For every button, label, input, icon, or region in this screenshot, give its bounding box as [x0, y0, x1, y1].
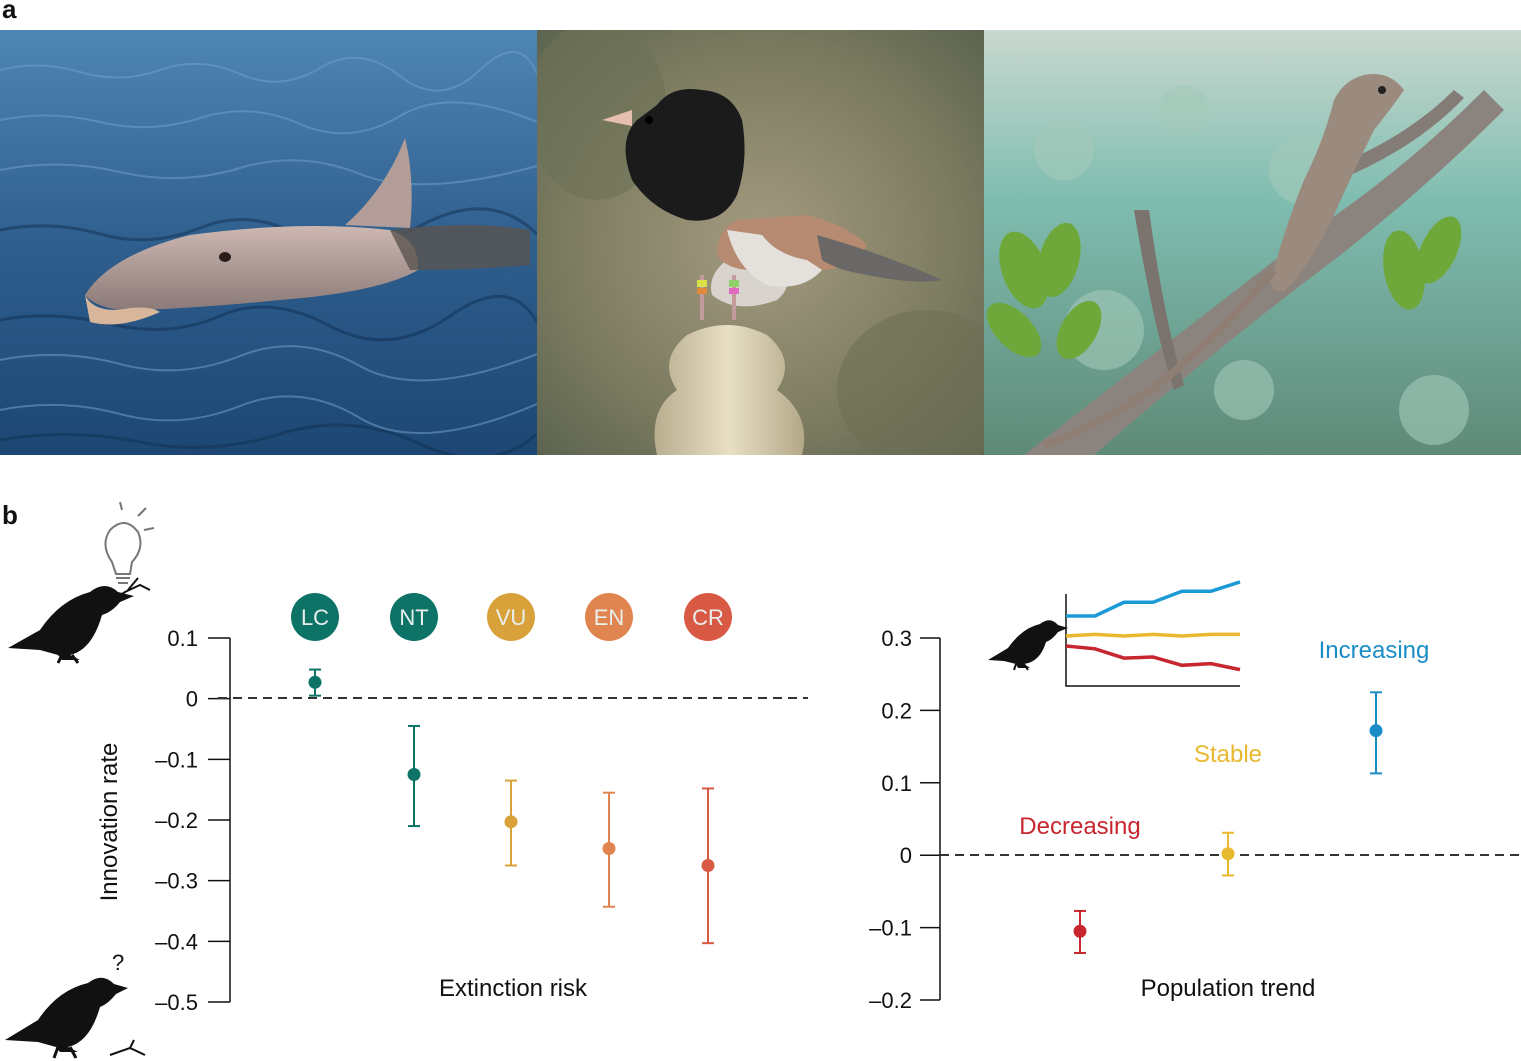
series-label-decreasing: Decreasing	[1019, 813, 1140, 840]
right-y-tick-label: 0	[900, 843, 912, 868]
inset-axes	[1065, 594, 1240, 687]
point-marker	[602, 842, 616, 856]
point-marker	[1073, 924, 1087, 938]
point-marker	[1369, 724, 1383, 738]
badge-circle	[684, 593, 732, 641]
left-y-tick-label: –0.4	[155, 929, 198, 954]
badge-circle	[585, 593, 633, 641]
left-y-tick-label: 0.1	[167, 626, 198, 651]
point-cr	[701, 787, 715, 945]
point-marker	[504, 815, 518, 829]
point-vu	[504, 779, 518, 867]
badge-lc: LC	[291, 593, 339, 641]
point-marker	[308, 675, 322, 689]
question-mark-text: ?	[112, 950, 124, 975]
population-trend-inset	[1065, 580, 1241, 687]
inset-trend-line	[1065, 644, 1241, 672]
point-marker	[701, 859, 715, 872]
right-y-tick-label: 0.3	[881, 626, 912, 651]
lightbulb-icon	[104, 501, 155, 584]
bird-question-icon: ?	[5, 950, 146, 1059]
badge-vu: VU	[487, 593, 535, 641]
right-y-tick-label: 0.1	[881, 771, 912, 796]
series-label-increasing: Increasing	[1319, 637, 1430, 664]
badge-label: LC	[301, 605, 329, 630]
badge-en: EN	[585, 593, 633, 641]
left-y-tick-label: –0.1	[155, 747, 198, 772]
point-marker	[407, 768, 421, 781]
left-y-tick-label: –0.2	[155, 808, 198, 833]
point-stable: Stable	[1194, 741, 1262, 877]
panel-label-b: b	[2, 500, 18, 530]
left-y-tick-label: –0.5	[155, 990, 198, 1015]
panel-label-a: a	[2, 0, 17, 24]
right-chart-points: Decreasing Stable Increasing	[1019, 637, 1430, 954]
right-chart-xlabel: Population trend	[1141, 975, 1316, 1002]
inset-trend-line	[1066, 580, 1241, 618]
dolphin-photo	[0, 30, 537, 455]
point-decreasing: Decreasing	[1019, 813, 1141, 954]
left-chart-y-axis: 0.1 0 –0.1 –0.2 –0.3 –0.4 –0.5	[155, 626, 231, 1015]
left-y-tick-label: –0.3	[155, 869, 198, 894]
badge-circle	[487, 593, 535, 641]
badge-label: VU	[496, 605, 527, 630]
badge-label: CR	[692, 605, 724, 630]
point-lc	[308, 668, 322, 697]
left-y-tick-label: 0	[186, 687, 198, 712]
badge-circle	[291, 593, 339, 641]
series-label-stable: Stable	[1194, 741, 1262, 768]
point-en	[602, 791, 616, 908]
right-y-tick-label: –0.2	[869, 988, 912, 1013]
right-chart-y-axis: 0.3 0.2 0.1 0 –0.1 –0.2	[869, 626, 941, 1013]
right-y-tick-label: 0.2	[881, 698, 912, 723]
iucn-category-badges: LC NT VU EN CR	[291, 593, 732, 641]
point-nt	[407, 724, 421, 828]
left-chart-points	[308, 668, 715, 945]
badge-cr: CR	[684, 593, 732, 641]
point-increasing: Increasing	[1319, 637, 1430, 775]
inset-trend-line	[1065, 632, 1240, 638]
right-y-tick-label: –0.1	[869, 916, 912, 941]
bird-innovative-icon	[8, 577, 151, 664]
left-chart-ylabel: Innovation rate	[96, 743, 123, 902]
junco-bird-photo	[537, 30, 984, 455]
badge-label: NT	[399, 605, 428, 630]
inset-bird-icon	[988, 620, 1068, 671]
badge-nt: NT	[390, 593, 438, 641]
anole-lizard-photo	[984, 30, 1521, 455]
left-chart-xlabel: Extinction risk	[439, 975, 588, 1002]
badge-label: EN	[594, 605, 625, 630]
badge-circle	[390, 593, 438, 641]
point-marker	[1221, 847, 1235, 861]
